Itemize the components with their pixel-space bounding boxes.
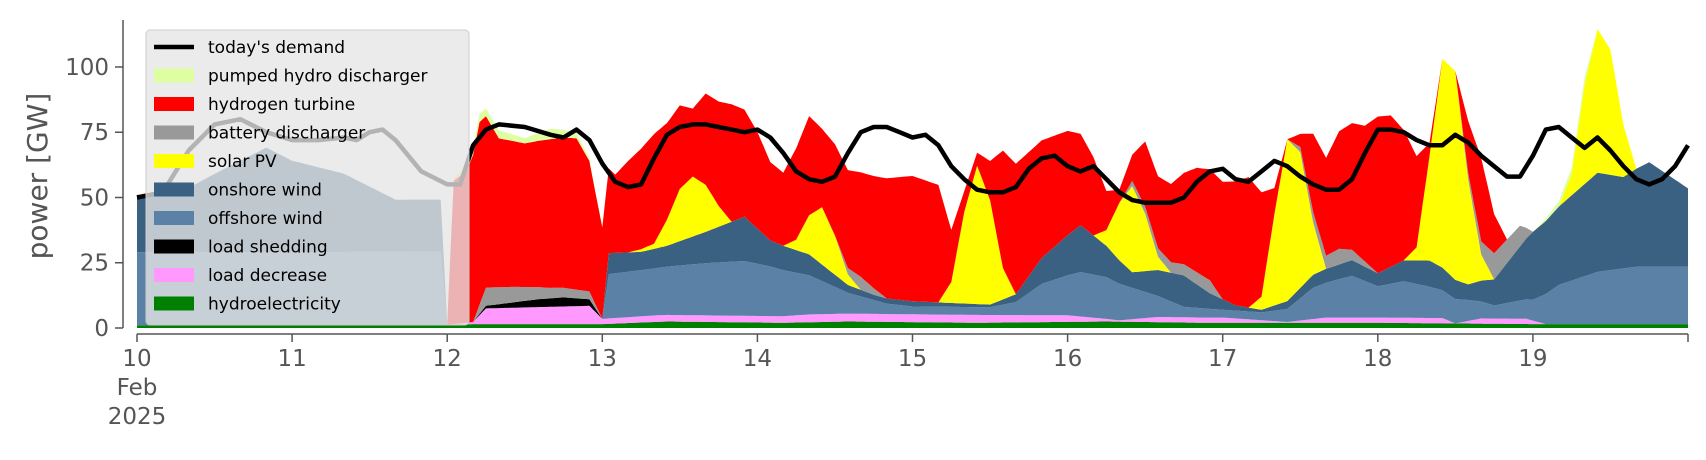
y-tick-label: 50	[80, 185, 109, 211]
legend-label-hydrogen-turbine: hydrogen turbine	[208, 95, 355, 115]
x-tick-label: 16	[1053, 346, 1082, 372]
x-tick-label: 18	[1363, 346, 1392, 372]
legend-swatch-load-shedding	[154, 239, 194, 254]
y-tick-label: 0	[94, 316, 109, 342]
legend-label-load-decrease: load decrease	[208, 266, 327, 286]
legend-swatch-onshore-wind	[154, 182, 194, 197]
area-solar-pv	[137, 29, 1688, 325]
legend-label-offshore-wind: offshore wind	[208, 209, 323, 229]
legend-swatch-load-decrease	[154, 268, 194, 282]
demand-line-group	[136, 116, 1690, 205]
y-axis-label: power [GW]	[21, 93, 54, 260]
x-tick-label: Feb	[117, 375, 158, 401]
y-tick-label: 25	[80, 251, 109, 277]
legend-label-onshore-wind: onshore wind	[208, 181, 322, 201]
area-load-shedding	[137, 297, 1688, 326]
legend-swatch-solar-pv	[154, 154, 194, 168]
legend-label-load-shedding: load shedding	[208, 238, 328, 258]
x-tick-label: 11	[277, 346, 306, 372]
x-tick-label: 2025	[108, 404, 167, 430]
demand-line	[136, 116, 1690, 205]
y-tick-label: 75	[80, 120, 109, 146]
area-load-decrease	[137, 305, 1688, 326]
legend-label-solar-pv: solar PV	[208, 152, 277, 172]
x-tick-label: 15	[898, 346, 927, 372]
legend-label-hydroelectricity: hydroelectricity	[208, 295, 341, 315]
area-offshore-wind	[137, 251, 1688, 326]
x-tick-label: 14	[743, 346, 772, 372]
legend-label-today-s-demand: today's demand	[208, 38, 345, 58]
legend-swatch-offshore-wind	[154, 211, 194, 225]
legend-swatch-hydrogen-turbine	[154, 97, 194, 111]
area-hydroelectricity	[137, 321, 1688, 328]
x-tick-label: 10	[122, 346, 151, 372]
area-hydrogen-turbine	[137, 29, 1688, 325]
legend: today's demand pumped hydro discharger hyd…	[145, 29, 470, 326]
legend-label-battery-discharger: battery discharger	[208, 124, 365, 144]
x-tick-label: 13	[588, 346, 617, 372]
y-tick-label: 100	[65, 55, 109, 81]
x-tick-label: 12	[433, 346, 462, 372]
legend-label-pumped-hydro-discharger: pumped hydro discharger	[208, 67, 427, 87]
axes: 0 25 50 75 100 10 Feb 2025 11 12 13 14 15 16 17 18 19	[65, 20, 1689, 430]
x-tick-label: 17	[1208, 346, 1237, 372]
legend-swatch-hydroelectricity	[154, 296, 194, 311]
legend-frame	[145, 29, 470, 326]
legend-swatch-battery-discharger	[154, 125, 194, 140]
legend-swatch-pumped-hydro-discharger	[154, 68, 194, 83]
x-tick-label: 19	[1518, 346, 1547, 372]
